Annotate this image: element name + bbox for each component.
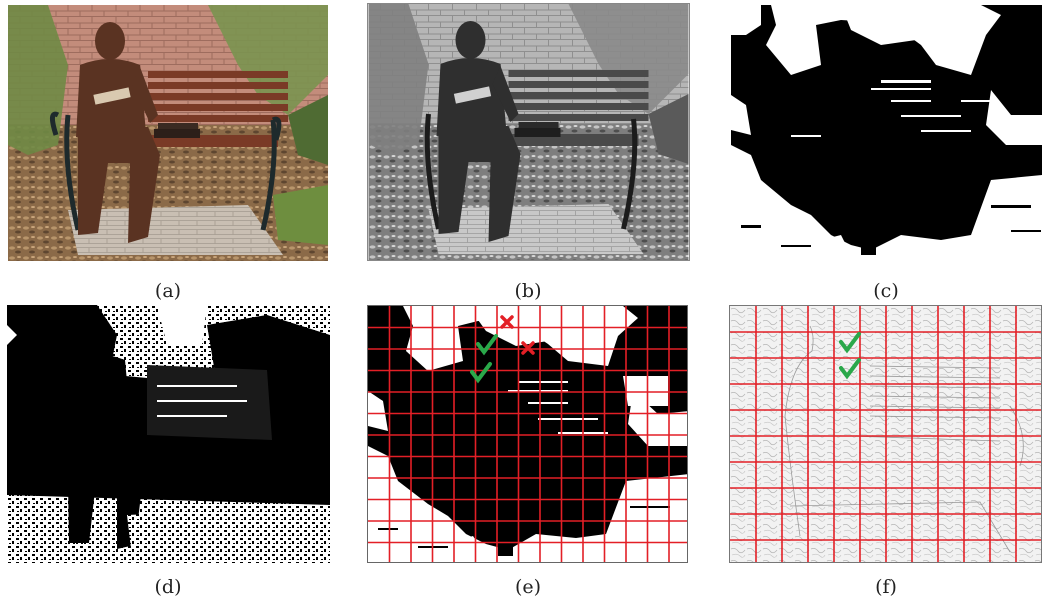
caption-c: (c) [873, 280, 899, 302]
color-photo [8, 5, 328, 261]
cross-icon [521, 341, 535, 355]
grid-block-panel [367, 305, 688, 563]
cross-icon [500, 315, 514, 329]
photo-grayscale-panel [367, 3, 690, 261]
caption-f: (f) [875, 576, 897, 598]
black-region [731, 5, 1042, 260]
check-icon [470, 362, 492, 384]
check-icon [839, 332, 861, 354]
check-icon [839, 358, 861, 380]
check-icon [476, 334, 498, 356]
caption-a: (a) [154, 280, 182, 302]
caption-d: (d) [154, 576, 182, 598]
binarized-panel [7, 305, 330, 563]
grid-edge-panel [729, 305, 1042, 563]
grayscale-photo [368, 4, 689, 260]
grid-edge-map [730, 306, 1041, 562]
grid-block-map [368, 306, 687, 562]
red-grid [730, 306, 1041, 562]
binary-block-map [731, 5, 1042, 260]
binary-block-panel [731, 5, 1042, 260]
caption-e: (e) [514, 576, 542, 598]
photo-color-panel [8, 5, 328, 261]
caption-b: (b) [514, 280, 542, 302]
binarized-image [7, 305, 330, 563]
